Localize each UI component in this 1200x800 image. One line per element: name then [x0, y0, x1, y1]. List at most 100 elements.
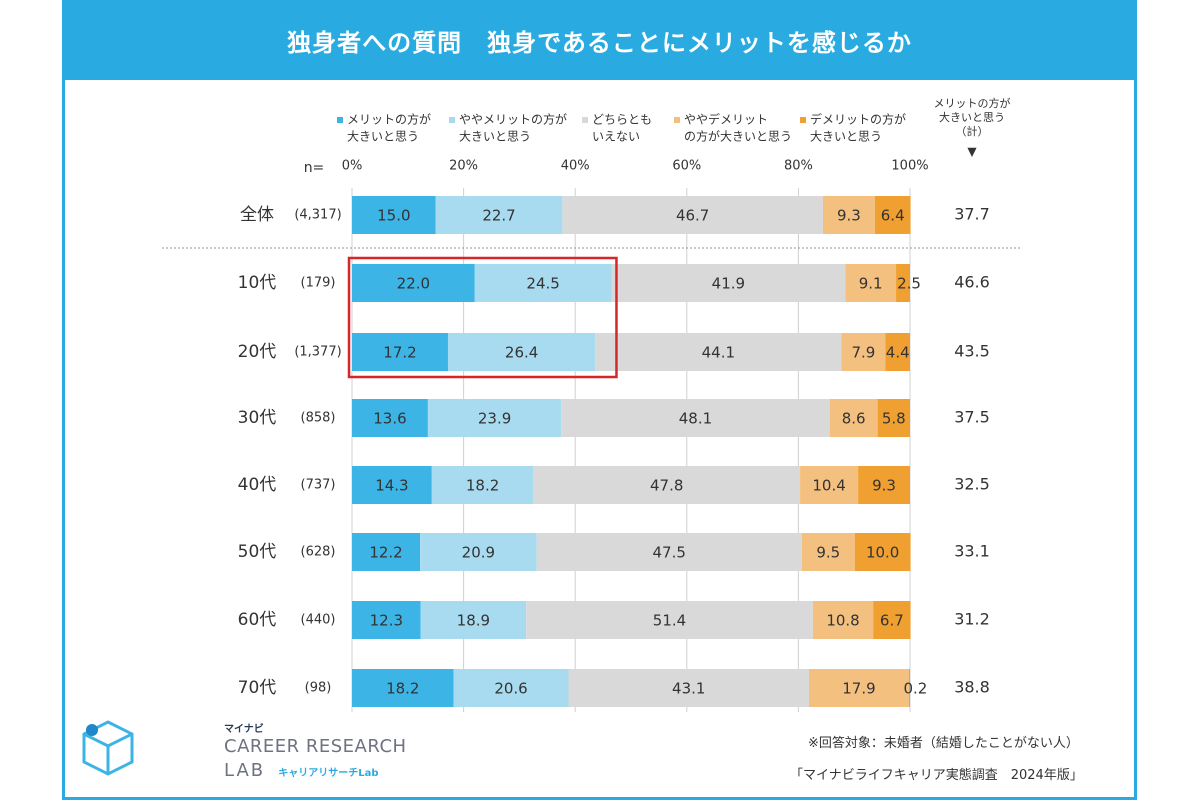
bar-segment	[568, 669, 810, 707]
bar-value-label: 10.8	[826, 612, 859, 630]
row-label: 20代	[238, 342, 277, 362]
legend-swatch	[449, 117, 455, 123]
bar-segment	[809, 669, 909, 707]
bar-value-label: 46.7	[676, 207, 709, 225]
bar-segment	[595, 333, 842, 371]
bar-segment	[908, 669, 910, 707]
bar-segment	[453, 669, 569, 707]
bar-segment	[801, 533, 855, 571]
x-tick-label: 40%	[561, 159, 590, 174]
bar-value-label: 4.4	[886, 344, 910, 362]
row-total: 37.7	[954, 205, 990, 224]
total-marker-icon: ▼	[967, 145, 977, 159]
bar-value-label: 22.0	[397, 275, 430, 293]
career-research-lab-logo: マイナビ CAREER RESEARCH LAB キャリアリサーチLab	[80, 712, 406, 792]
x-tick-label: 0%	[342, 159, 363, 174]
row-n: (4,317)	[294, 208, 341, 223]
bar-value-label: 26.4	[505, 344, 538, 362]
bar-segment	[812, 601, 874, 639]
bar-value-label: 20.6	[494, 680, 527, 698]
row-total: 32.5	[954, 475, 990, 494]
bar-value-label: 41.9	[712, 275, 745, 293]
row-n: (179)	[301, 276, 336, 291]
bar-segment	[562, 196, 823, 234]
bar-segment	[873, 601, 911, 639]
bar-segment	[536, 533, 802, 571]
logo-line1: CAREER RESEARCH	[224, 736, 407, 757]
bar-value-label: 44.1	[702, 344, 735, 362]
bar-value-label: 10.4	[812, 477, 845, 495]
bar-segment	[885, 333, 910, 371]
logo-line2: LAB	[224, 760, 266, 781]
bar-segment	[352, 601, 421, 639]
bar-value-label: 17.9	[842, 680, 875, 698]
bar-segment	[858, 466, 910, 504]
bar-value-label: 7.9	[851, 344, 875, 362]
bar-segment	[352, 399, 428, 437]
bar-segment	[845, 264, 897, 302]
legend-label: メリットの方が	[347, 112, 431, 127]
row-total: 37.5	[954, 408, 990, 427]
bar-value-label: 5.8	[882, 410, 906, 428]
chart-frame: 独身者への質問 独身であることにメリットを感じるか	[62, 0, 1137, 800]
bar-value-label: 6.7	[880, 612, 904, 630]
row-total: 38.8	[954, 678, 990, 697]
bar-value-label: 48.1	[679, 410, 712, 428]
bar-segment	[800, 466, 859, 504]
bar-segment	[352, 533, 421, 571]
legend-swatch	[674, 117, 680, 123]
row-label: 30代	[238, 408, 277, 428]
bar-value-label: 24.5	[526, 275, 559, 293]
bar-segment	[431, 466, 534, 504]
row-label: 60代	[238, 610, 277, 630]
row-n: (737)	[301, 478, 336, 493]
row-label: 40代	[238, 475, 277, 495]
bar-value-label: 12.2	[369, 544, 402, 562]
row-n: (1,377)	[294, 345, 341, 360]
bar-value-label: 43.1	[672, 680, 705, 698]
cube-logo-icon	[82, 720, 134, 776]
footnote: ※回答対象：未婚者（結婚したことがない人）	[808, 736, 1079, 751]
row-total: 31.2	[954, 610, 990, 629]
total-header: メリットの方が	[934, 96, 1011, 110]
row-n: (858)	[301, 411, 336, 426]
legend-label: デメリットの方が	[810, 112, 906, 127]
row-total: 33.1	[954, 542, 990, 561]
bar-segment	[352, 466, 432, 504]
legend-swatch	[800, 117, 806, 123]
bar-value-label: 13.6	[373, 410, 406, 428]
bar-value-label: 12.3	[370, 612, 403, 630]
chart-title: 独身者への質問 独身であることにメリットを感じるか	[287, 28, 912, 57]
bar-value-label: 2.5	[897, 275, 921, 293]
bar-value-label: 22.7	[482, 207, 515, 225]
bar-segment	[352, 264, 475, 302]
bar-segment	[896, 264, 910, 302]
bar-segment	[427, 399, 562, 437]
bar-value-label: 47.5	[653, 544, 686, 562]
bar-segment	[420, 533, 537, 571]
bar-segment	[435, 196, 563, 234]
bar-value-label: 18.9	[457, 612, 490, 630]
legend-label: 大きいと思う	[347, 130, 419, 144]
bar-segment	[526, 601, 813, 639]
n-header: n=	[304, 160, 325, 176]
bar-value-label: 18.2	[386, 680, 419, 698]
legend-label: ややデメリット	[684, 112, 768, 127]
legend-label: の方が大きいと思う	[684, 129, 792, 144]
bar-segment	[352, 333, 448, 371]
x-tick-label: 100%	[891, 159, 928, 174]
logo-brand: マイナビ	[224, 724, 264, 735]
bar-value-label: 9.3	[872, 477, 896, 495]
bar-segment	[611, 264, 846, 302]
x-tick-label: 20%	[449, 159, 478, 174]
bar-segment	[841, 333, 886, 371]
bar-value-label: 15.0	[377, 207, 410, 225]
bar-segment	[533, 466, 801, 504]
legend-label: どちらとも	[592, 113, 652, 127]
legend-swatch	[582, 117, 588, 123]
bar-value-label: 10.0	[866, 544, 899, 562]
title-bar: 独身者への質問 独身であることにメリットを感じるか	[65, 0, 1134, 80]
bar-segment	[877, 399, 910, 437]
bar-segment	[829, 399, 878, 437]
legend-label: ややメリットの方が	[459, 112, 567, 127]
